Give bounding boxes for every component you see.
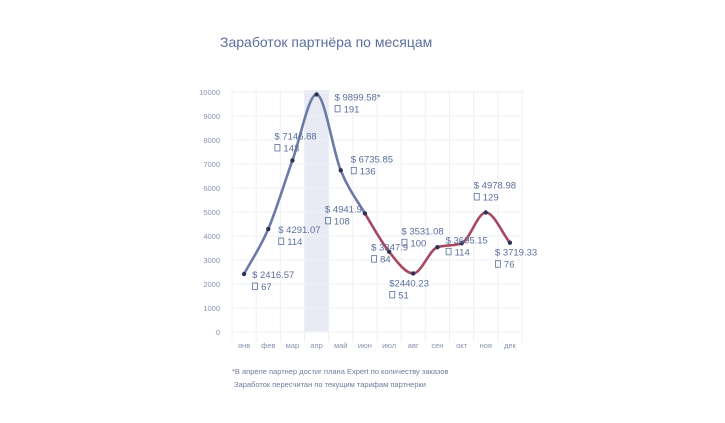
data-point-апр[interactable] — [314, 92, 319, 97]
data-point-янв[interactable] — [241, 271, 247, 277]
y-tick-label: 6000 — [203, 184, 220, 193]
data-label-amount: $ 9899.58* — [335, 92, 381, 103]
data-label-count: 51 — [398, 290, 409, 301]
data-label-count: 143 — [283, 143, 299, 154]
data-label-amount: $2440.23 — [389, 278, 429, 289]
data-point-июл[interactable] — [386, 249, 392, 254]
x-tick-label: мар — [286, 341, 300, 350]
document-icon — [445, 247, 452, 256]
data-point-июн[interactable] — [362, 211, 368, 216]
document-icon — [274, 144, 281, 152]
document-icon — [350, 166, 357, 175]
highlight-band-апр — [304, 90, 329, 332]
document-icon — [401, 238, 408, 247]
data-label-count: 191 — [344, 104, 360, 115]
x-tick-label: дек — [504, 341, 517, 350]
data-label-amount: $ 3719.33 — [495, 248, 537, 259]
x-tick-label: ноя — [480, 341, 492, 350]
data-label-count: 129 — [483, 193, 499, 204]
x-tick-label: сен — [431, 341, 443, 350]
footnote-plan: *В апреле партнер достиг плана Expert по… — [232, 367, 449, 376]
data-label-amount: $ 4941.9 — [325, 204, 362, 215]
data-point-мар[interactable] — [290, 158, 295, 163]
document-icon — [389, 291, 396, 299]
x-tick-label: окт — [456, 341, 468, 350]
chart-title: Заработок партнёра по месяцам — [220, 34, 432, 50]
data-label-count: 136 — [360, 166, 376, 177]
x-tick-label: фев — [261, 341, 275, 350]
data-label-count: 114 — [287, 237, 302, 248]
y-tick-label: 5000 — [203, 208, 220, 217]
data-label-amount: $ 3695.15 — [446, 235, 488, 246]
y-tick-label: 1000 — [203, 304, 220, 313]
data-point-фев[interactable] — [266, 226, 271, 232]
document-icon — [252, 282, 258, 290]
plot-area: 0 1000 2000 3000 4000 5000 6000 7000 8000 9000 100… — [199, 88, 537, 350]
y-tick-label: 7000 — [203, 160, 220, 169]
y-tick-label: 9000 — [203, 112, 220, 121]
data-label-count: 76 — [504, 260, 515, 271]
y-tick-label: 3000 — [203, 256, 220, 265]
y-tick-label: 2000 — [203, 280, 220, 289]
data-label-amount: $ 3347.9 — [371, 243, 408, 254]
data-label-count: 67 — [261, 282, 272, 293]
document-icon — [371, 255, 377, 263]
y-tick-label: 4000 — [203, 232, 220, 241]
data-label-amount: $ 2416.57 — [252, 270, 294, 281]
data-label-amount: $ 7146.88 — [274, 131, 316, 142]
footnote-tariffs: Заработок пересчитан по текущим тарифам … — [234, 380, 426, 389]
data-label-count: 100 — [410, 238, 426, 249]
y-tick-label: 8000 — [203, 136, 220, 145]
x-tick-label: авг — [408, 341, 419, 350]
data-point-ноя[interactable] — [483, 210, 488, 215]
data-label-amount: $ 4291.07 — [278, 225, 320, 236]
data-label-amount: $ 3531.08 — [401, 226, 443, 237]
data-label-count: 114 — [455, 247, 470, 258]
document-icon — [278, 237, 285, 245]
data-label-amount: $ 4978.98 — [474, 181, 516, 192]
x-tick-label: июл — [382, 341, 396, 350]
data-label-count: 108 — [334, 216, 350, 227]
data-label-count: 84 — [380, 255, 391, 266]
data-point-сен[interactable] — [435, 245, 440, 250]
data-label-amount: $ 6735.85 — [351, 154, 393, 165]
data-point-май[interactable] — [338, 168, 343, 173]
x-tick-label: июн — [358, 341, 372, 350]
document-icon — [325, 216, 331, 225]
y-tick-label: 10000 — [199, 88, 220, 97]
data-point-авг[interactable] — [411, 271, 416, 276]
document-icon — [495, 260, 501, 268]
document-icon — [473, 193, 480, 201]
data-point-дек[interactable] — [507, 240, 513, 245]
document-icon — [334, 105, 341, 113]
x-tick-label: апр — [310, 341, 322, 350]
x-tick-label: янв — [238, 341, 250, 350]
y-tick-label: 0 — [216, 328, 220, 337]
x-tick-label: май — [334, 341, 348, 350]
data-point-окт[interactable] — [459, 241, 464, 246]
